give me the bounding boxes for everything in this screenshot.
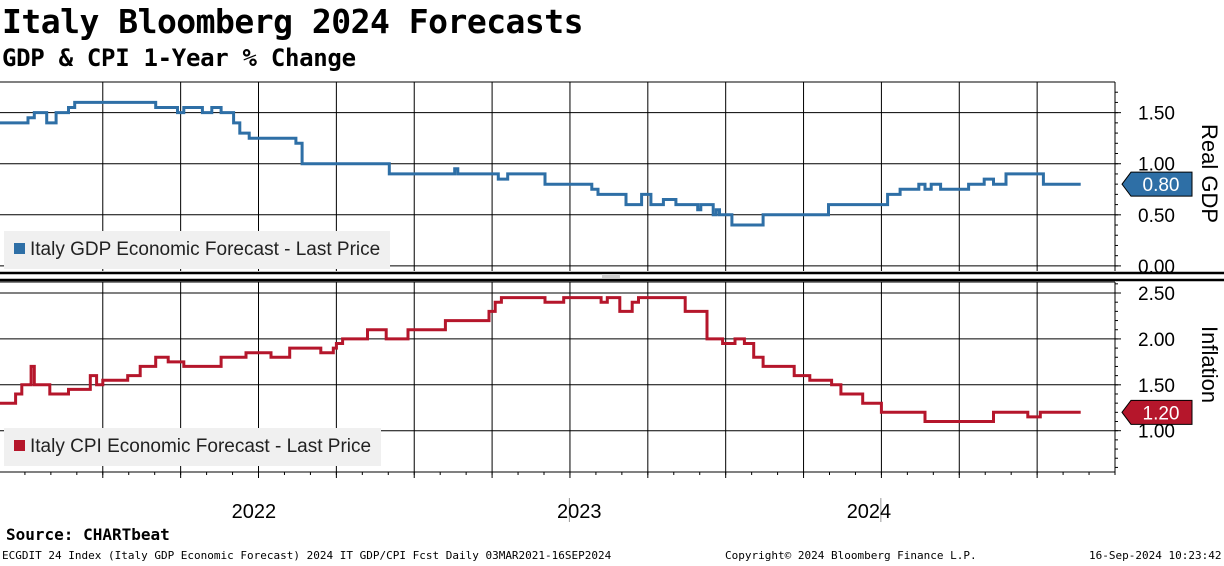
- footer-left: ECGDIT 24 Index (Italy GDP Economic Fore…: [2, 549, 612, 562]
- gdp-series-line: [0, 100, 1081, 227]
- cpi-ytick-label: 1.50: [1138, 376, 1175, 397]
- cpi-ytick-label: 1.00: [1138, 422, 1175, 443]
- cpi-legend-swatch: [14, 440, 25, 451]
- gdp-ytick-label: 1.50: [1138, 104, 1175, 125]
- gdp-ytick-label: 0.50: [1138, 206, 1175, 227]
- gdp-axis-title: Real GDP: [1197, 124, 1222, 224]
- cpi-legend: Italy CPI Economic Forecast - Last Price: [4, 428, 382, 466]
- x-axis-year-label: 2024: [847, 501, 892, 523]
- gdp-last-value-label: 0.80: [1143, 175, 1180, 196]
- chart-subtitle: GDP & CPI 1-Year % Change: [2, 44, 356, 72]
- gdp-last-value-tag: [1121, 171, 1193, 197]
- cpi-last-value-tag: [1121, 399, 1193, 425]
- chart-title: Italy Bloomberg 2024 Forecasts: [2, 2, 584, 41]
- cpi-series-line: [0, 296, 1081, 423]
- gdp-legend: Italy GDP Economic Forecast - Last Price: [4, 231, 391, 269]
- cpi-axis-title: Inflation: [1197, 326, 1222, 404]
- cpi-ytick-label: 2.00: [1138, 330, 1175, 351]
- cpi-last-value-label: 1.20: [1143, 403, 1180, 424]
- footer-copyright: Copyright© 2024 Bloomberg Finance L.P.: [725, 549, 977, 562]
- x-axis-year-label: 2022: [232, 501, 277, 523]
- gdp-legend-swatch: [14, 243, 25, 254]
- cpi-ytick-label: 2.50: [1138, 284, 1175, 305]
- x-axis-year-label: 2023: [557, 501, 602, 523]
- footer-timestamp: 16-Sep-2024 10:23:42: [1089, 549, 1222, 562]
- panel-splitter-handle: [602, 274, 620, 278]
- cpi-legend-label: Italy CPI Economic Forecast - Last Price: [30, 436, 372, 457]
- source-note: Source: CHARTbeat: [6, 525, 170, 544]
- gdp-legend-label: Italy GDP Economic Forecast - Last Price: [30, 239, 381, 260]
- gdp-ytick-label: 1.00: [1138, 155, 1175, 176]
